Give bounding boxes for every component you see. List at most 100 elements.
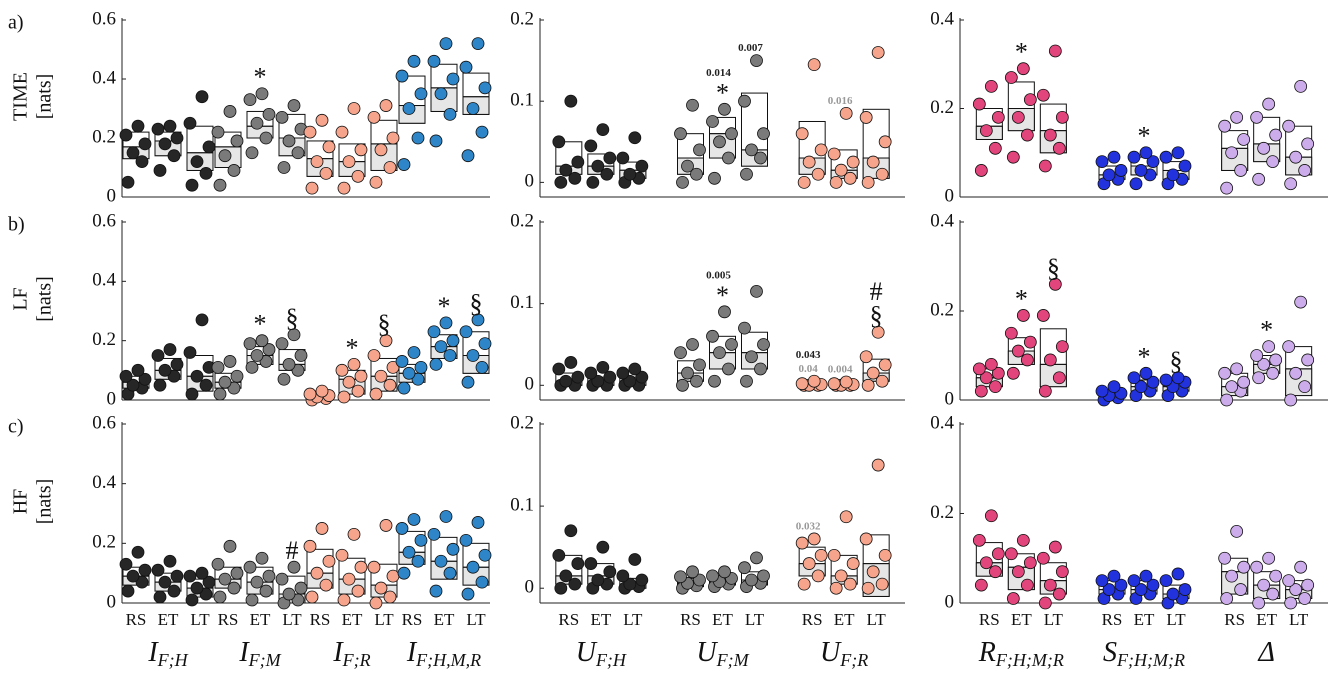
point — [213, 178, 227, 192]
point — [167, 369, 181, 383]
y-tick-label: 0.2 — [930, 502, 954, 523]
point — [446, 72, 460, 86]
point — [1052, 371, 1066, 385]
point — [374, 369, 388, 383]
point — [429, 134, 443, 148]
point — [255, 334, 269, 348]
point — [991, 366, 1005, 380]
point — [866, 366, 880, 380]
condition-label: LT — [466, 610, 486, 629]
point — [461, 149, 475, 163]
point — [411, 554, 425, 568]
point — [199, 166, 213, 180]
point — [259, 584, 273, 598]
point — [1171, 371, 1185, 385]
point — [554, 175, 568, 189]
point — [342, 375, 356, 389]
point — [1004, 547, 1018, 561]
point — [163, 119, 177, 133]
point — [750, 54, 763, 67]
point — [616, 151, 630, 165]
point — [1006, 150, 1020, 164]
point — [1257, 357, 1271, 371]
point — [690, 374, 703, 388]
point — [1218, 119, 1232, 133]
point — [153, 590, 167, 604]
point — [1004, 71, 1018, 84]
point — [131, 363, 145, 377]
point — [871, 325, 885, 339]
condition-label: RS — [558, 610, 579, 629]
point — [354, 143, 368, 157]
point — [807, 374, 821, 388]
point — [461, 587, 475, 601]
group-label-sub: F;H — [595, 650, 627, 670]
y-tick-label: 0 — [945, 388, 955, 409]
point — [227, 381, 241, 395]
point — [351, 384, 365, 398]
condition-label: RS — [979, 610, 1000, 629]
group-label-sub: F;R — [342, 650, 371, 670]
condition-label: LT — [1166, 610, 1186, 629]
point — [1038, 384, 1052, 398]
point — [706, 115, 719, 128]
point — [571, 370, 585, 384]
point — [1016, 62, 1030, 76]
point — [1282, 119, 1296, 133]
point — [718, 102, 731, 116]
point — [839, 510, 853, 524]
point — [351, 169, 365, 183]
point — [738, 321, 751, 335]
point — [616, 366, 630, 380]
point — [871, 46, 885, 59]
point — [199, 587, 213, 601]
point — [153, 378, 167, 392]
point — [439, 510, 453, 523]
point — [559, 569, 573, 583]
point — [1107, 150, 1121, 164]
group-label-sub: F;R — [839, 650, 868, 670]
point — [1011, 565, 1025, 579]
point — [305, 590, 319, 604]
point — [1055, 340, 1069, 354]
row-name: TIME — [10, 72, 32, 121]
point — [722, 362, 735, 376]
point — [596, 123, 610, 137]
point — [1016, 533, 1030, 547]
point — [623, 167, 637, 181]
y-tick-label: 0.2 — [510, 8, 534, 29]
point — [429, 357, 443, 371]
condition-label: LT — [623, 610, 643, 629]
row-unit: [nats] — [34, 276, 56, 322]
point — [807, 58, 821, 72]
point — [303, 125, 317, 139]
point — [616, 569, 630, 583]
point — [379, 519, 393, 532]
point — [427, 527, 441, 541]
group-label-name: U — [696, 637, 718, 668]
point — [974, 164, 988, 177]
annotation: 0.007 — [738, 42, 763, 54]
condition-label: LT — [1289, 610, 1309, 629]
point — [591, 573, 605, 587]
point — [1284, 393, 1298, 407]
point — [282, 134, 296, 148]
point — [443, 349, 457, 362]
point — [1166, 168, 1180, 182]
point — [153, 164, 167, 177]
point — [586, 175, 600, 189]
point — [379, 334, 393, 348]
point — [628, 553, 642, 566]
point — [750, 285, 763, 298]
y-tick-label: 0 — [107, 185, 117, 206]
point — [807, 532, 821, 546]
point — [1171, 146, 1185, 160]
point — [121, 584, 135, 598]
point — [195, 313, 209, 327]
point — [446, 542, 460, 556]
y-tick-label: 0 — [525, 171, 535, 192]
y-tick-label: 0.2 — [930, 97, 954, 118]
point — [1257, 578, 1271, 592]
point — [303, 539, 317, 553]
point — [291, 593, 305, 607]
